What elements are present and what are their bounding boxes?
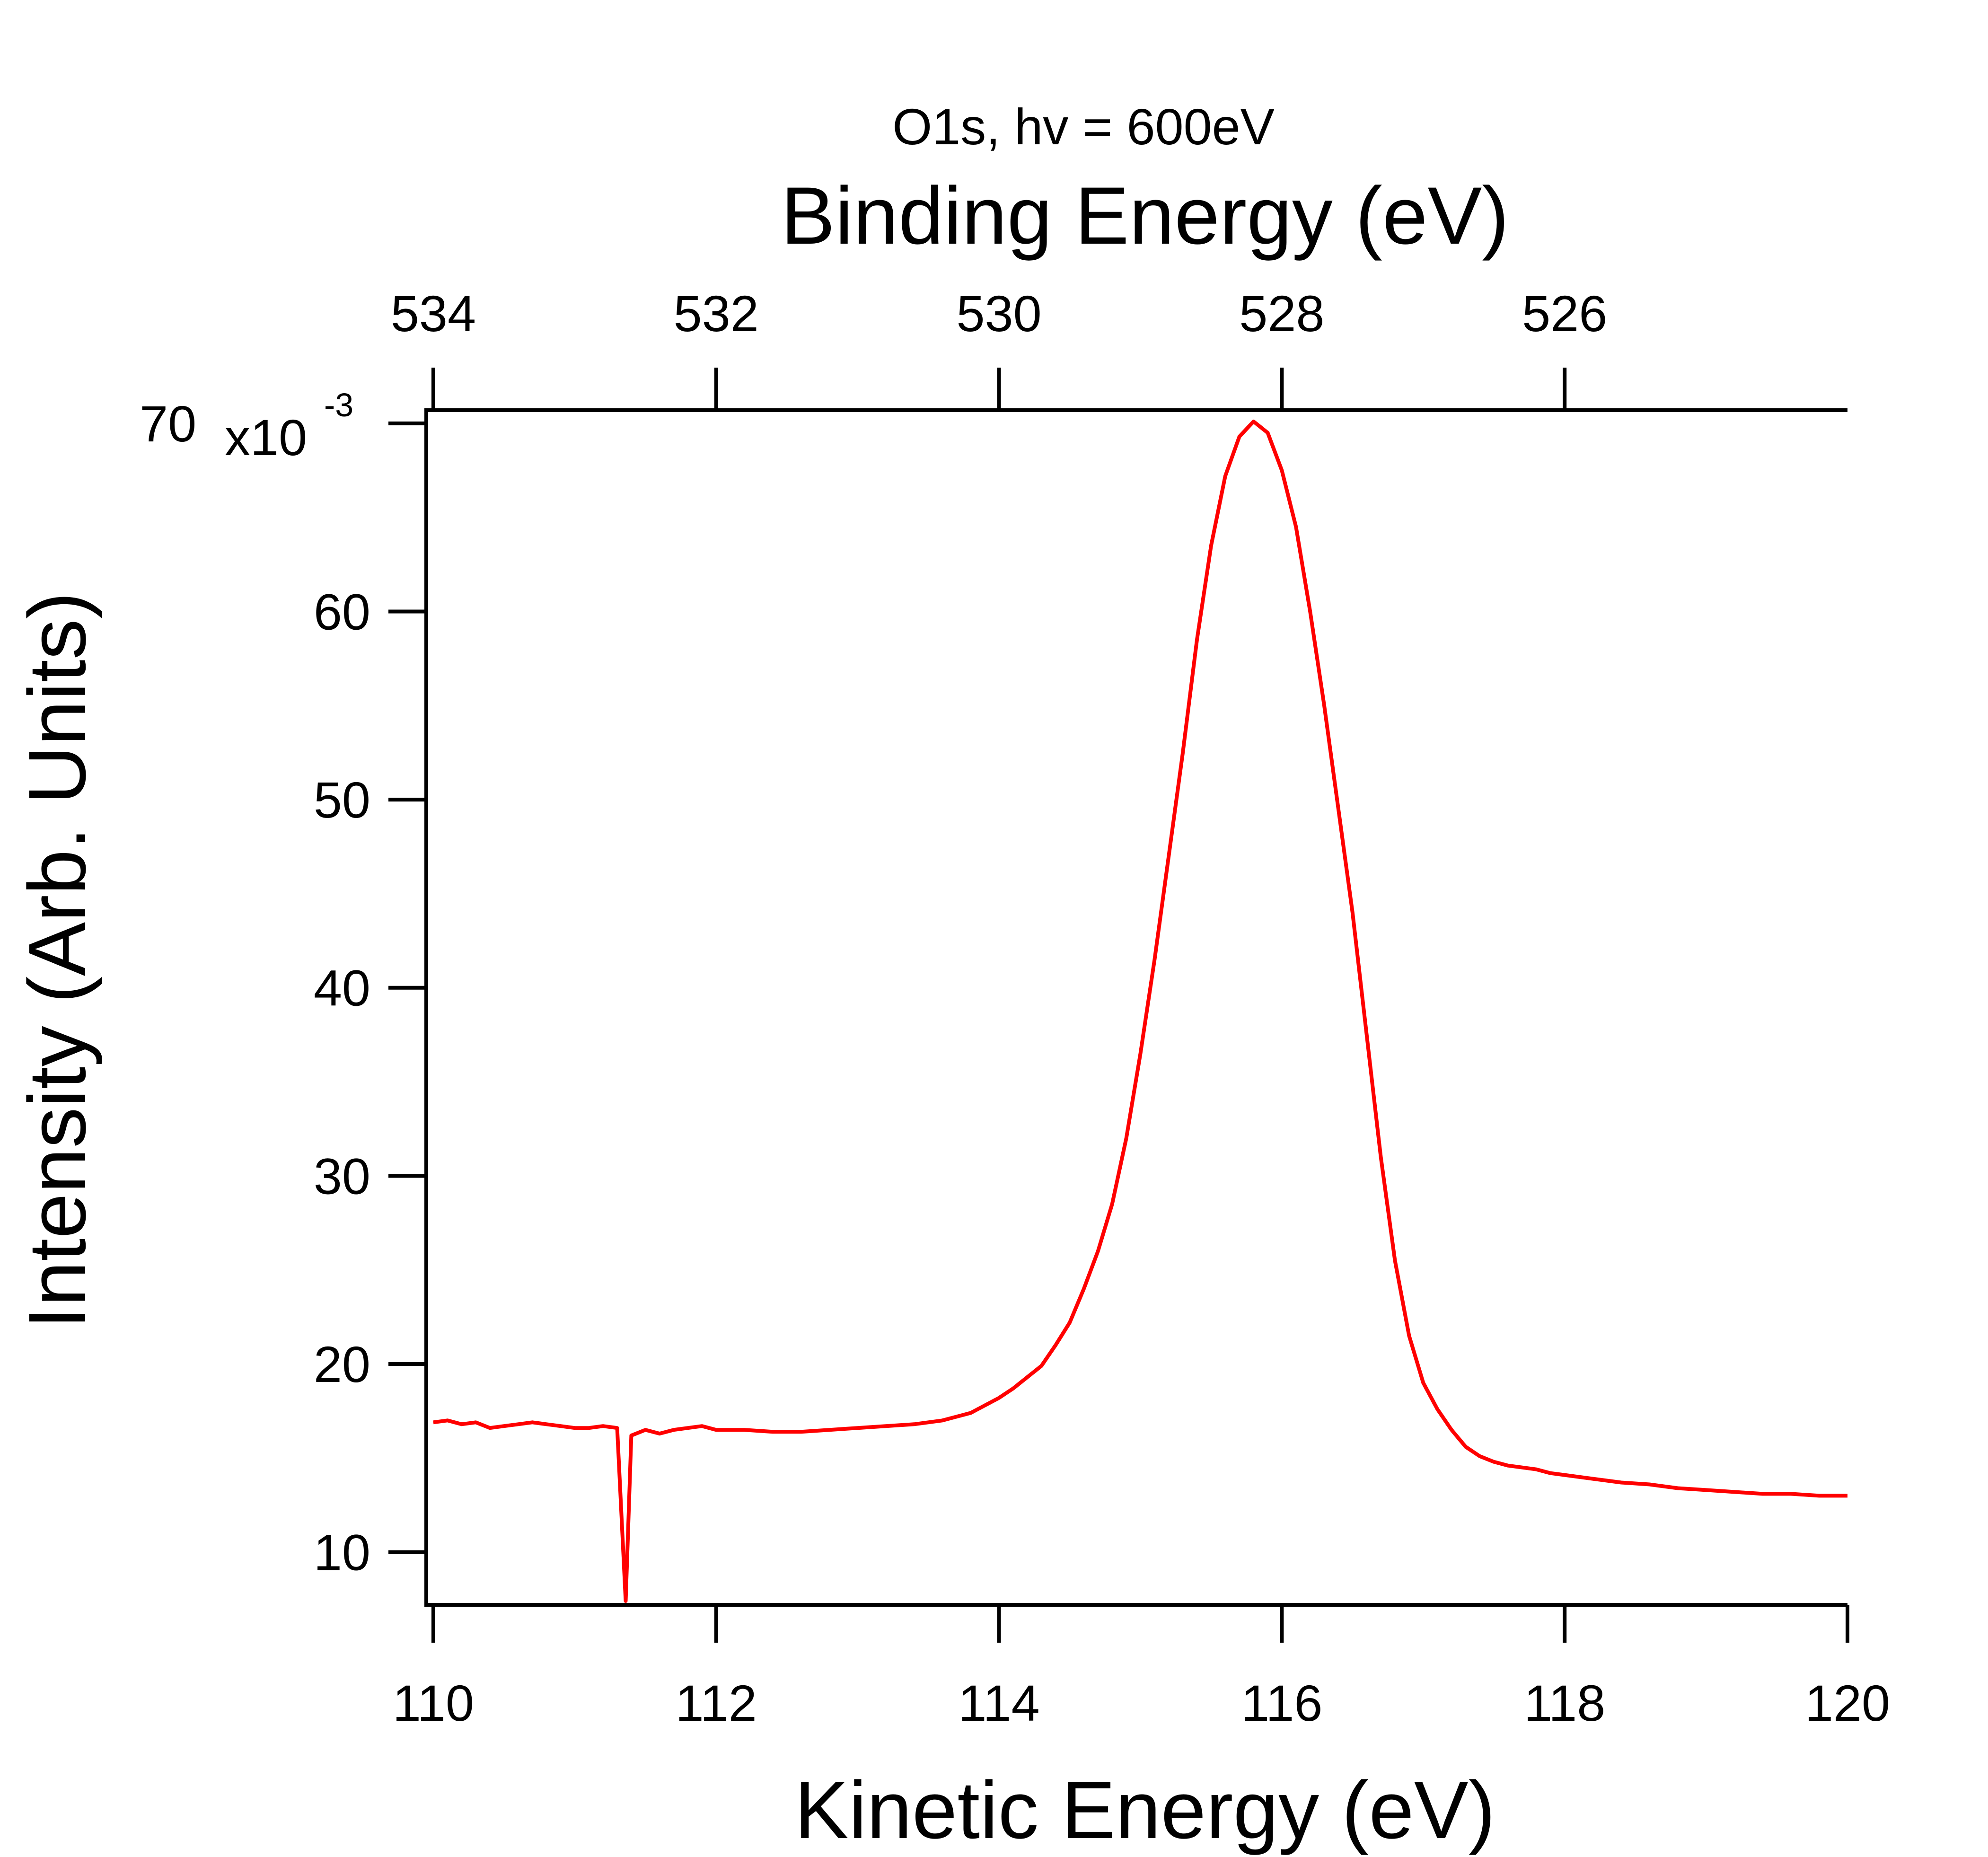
top-tick-label: 534 (391, 285, 476, 342)
series-layer (433, 419, 1847, 1603)
y-tick-label: 30 (314, 1147, 370, 1205)
y-axis-ticks: 10 20 30 40 50 60 70 (140, 395, 426, 1581)
top-tick-label: 528 (1239, 285, 1324, 342)
x-tick-label: 116 (1241, 1674, 1322, 1732)
y-axis-title: Intensity (Arb. Units) (12, 592, 103, 1329)
x-axis-ticks: 110 112 114 116 118 120 (393, 1605, 1890, 1732)
chart-title: O1s, hv = 600eV (892, 98, 1275, 155)
x-tick-label: 114 (958, 1674, 1039, 1732)
x-axis-title: Kinetic Energy (eV) (794, 1765, 1495, 1856)
y-tick-label: 50 (314, 771, 370, 828)
y-tick-label: 60 (314, 583, 370, 640)
x-tick-label: 118 (1524, 1674, 1605, 1732)
x-tick-label: 120 (1805, 1674, 1890, 1732)
x-tick-label: 112 (676, 1674, 757, 1732)
top-axis-ticks: 534 532 530 528 526 (391, 285, 1607, 410)
y-multiplier-label: x10 (225, 409, 307, 466)
x-tick-label: 110 (393, 1674, 474, 1732)
y-tick-label: 10 (314, 1524, 370, 1581)
top-tick-label: 532 (674, 285, 759, 342)
y-tick-label: 70 (140, 395, 196, 452)
y-tick-label: 20 (314, 1336, 370, 1393)
y-multiplier-exponent: -3 (324, 387, 353, 423)
y-tick-label: 40 (314, 959, 370, 1017)
top-tick-label: 526 (1522, 285, 1607, 342)
top-axis-title: Binding Energy (eV) (781, 170, 1509, 261)
top-tick-label: 530 (956, 285, 1041, 342)
plot-frame (424, 408, 1847, 1607)
series-line (433, 419, 1847, 1603)
